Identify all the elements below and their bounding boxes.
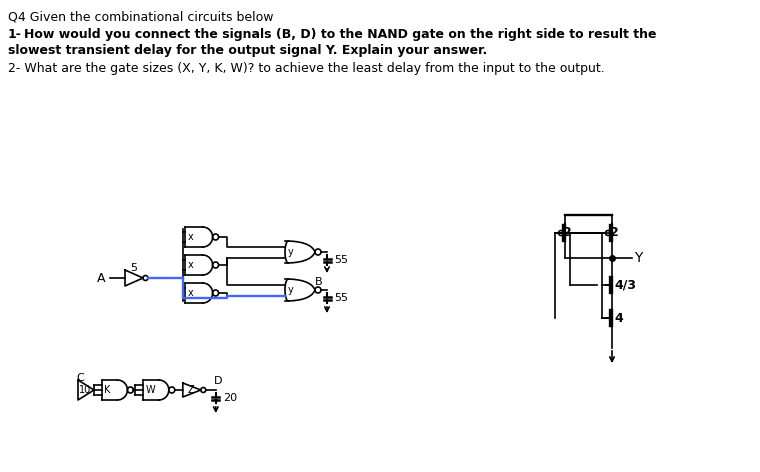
Text: 4: 4 — [614, 312, 622, 325]
Text: y: y — [288, 247, 294, 257]
Text: 55: 55 — [334, 293, 348, 303]
Text: x: x — [188, 260, 194, 270]
Text: A: A — [97, 271, 105, 285]
Text: How would you connect the signals (B, D) to the NAND gate on the right side to r: How would you connect the signals (B, D)… — [24, 28, 657, 41]
Text: W: W — [145, 385, 155, 395]
Text: 55: 55 — [334, 255, 348, 265]
Text: C: C — [76, 373, 84, 383]
Text: D: D — [214, 376, 222, 386]
Text: slowest transient delay for the output signal Y. Explain your answer.: slowest transient delay for the output s… — [8, 44, 487, 57]
Text: 10: 10 — [79, 385, 91, 395]
Text: 1-: 1- — [8, 28, 22, 41]
Text: Q4 Given the combinational circuits below: Q4 Given the combinational circuits belo… — [8, 10, 274, 23]
Text: 2: 2 — [610, 227, 619, 239]
Text: 4/3: 4/3 — [614, 278, 636, 292]
Text: y: y — [288, 285, 294, 295]
Text: Z: Z — [188, 385, 194, 395]
Text: Y: Y — [634, 251, 642, 265]
Text: B: B — [315, 277, 323, 287]
Text: x: x — [188, 232, 194, 242]
Text: 20: 20 — [223, 393, 237, 403]
Text: x: x — [188, 288, 194, 298]
Text: K: K — [104, 385, 110, 395]
Text: 2: 2 — [563, 227, 572, 239]
Text: 5: 5 — [131, 263, 138, 273]
Text: 2- What are the gate sizes (X, Y, K, W)? to achieve the least delay from the inp: 2- What are the gate sizes (X, Y, K, W)?… — [8, 62, 605, 75]
